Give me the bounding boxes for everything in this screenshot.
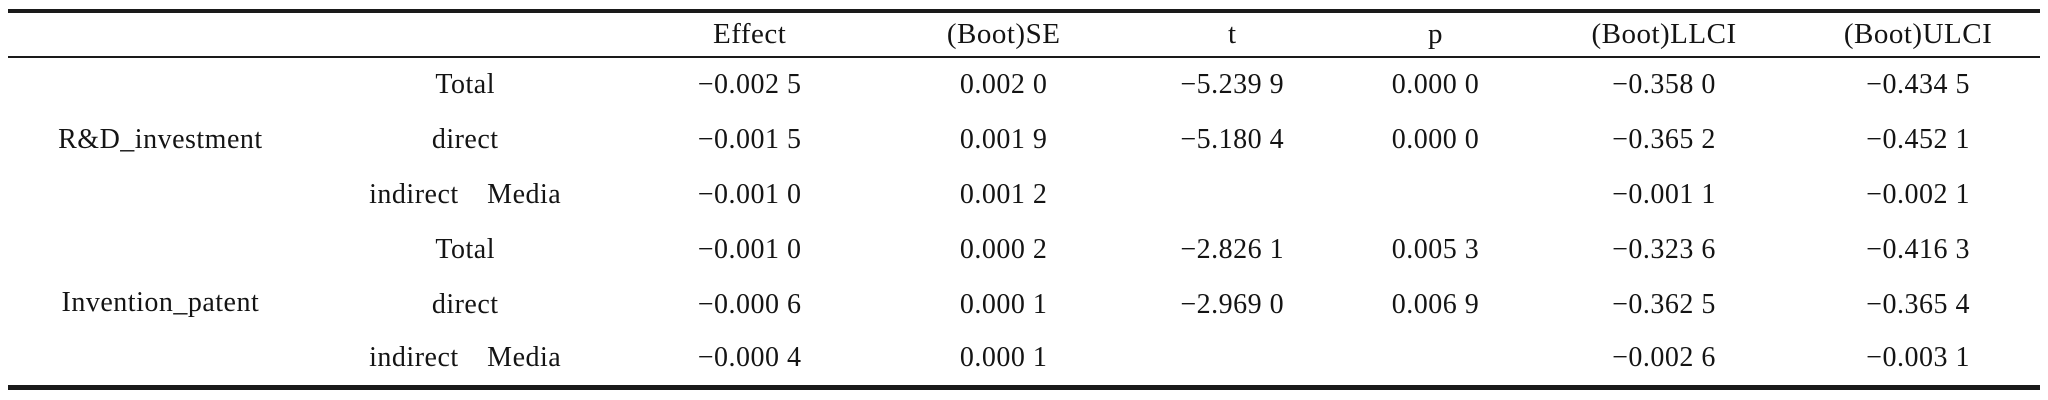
effect-type-cell: Total [435, 233, 496, 265]
group-label-invention-patent: Invention_patent [61, 287, 260, 319]
llci-value-cell: −0.002 6 [1612, 342, 1716, 374]
effect-value-cell: −0.001 0 [697, 233, 802, 265]
header-effect-type-blank [313, 11, 618, 57]
header-boot-ulci: (Boot)ULCI [1843, 18, 1993, 50]
llci-value-cell: −0.001 1 [1612, 178, 1716, 210]
t-value-cell [1126, 332, 1339, 387]
t-value-cell: −5.180 4 [1180, 123, 1285, 155]
se-value-cell: 0.001 2 [959, 178, 1048, 210]
p-value-cell: 0.000 0 [1391, 123, 1480, 155]
ulci-value-cell: −0.003 1 [1866, 342, 1970, 374]
llci-value-cell: −0.365 2 [1612, 123, 1716, 155]
se-value-cell: 0.000 1 [959, 342, 1048, 374]
p-value-cell [1339, 167, 1532, 222]
effect-value-cell: −0.001 5 [697, 123, 802, 155]
header-t: t [1227, 18, 1237, 50]
se-value-cell: 0.000 2 [959, 233, 1048, 265]
table-row-rd-total: R&D_investment Total −0.002 5 0.002 0 −5… [8, 57, 2040, 155]
effect-value-cell: −0.001 0 [697, 178, 802, 210]
header-boot-se: (Boot)SE [946, 18, 1061, 50]
ulci-value-cell: −0.365 4 [1866, 288, 1970, 320]
header-boot-llci: (Boot)LLCI [1591, 18, 1737, 50]
effect-value-cell: −0.000 4 [697, 342, 802, 374]
t-value-cell: −2.826 1 [1180, 233, 1285, 265]
header-p: p [1427, 18, 1443, 50]
p-value-cell: 0.000 0 [1391, 69, 1480, 100]
table-row-patent-total: Invention_patent Total −0.001 0 0.000 2 … [8, 222, 2040, 319]
header-row: Effect (Boot)SE t p (Boot)LLCI (Boot)ULC… [8, 11, 2040, 57]
ulci-value-cell: −0.002 1 [1866, 178, 1970, 210]
t-value-cell: −2.969 0 [1180, 288, 1285, 320]
p-value-cell: 0.005 3 [1391, 233, 1480, 265]
effect-value-cell: −0.000 6 [697, 288, 802, 320]
llci-value-cell: −0.358 0 [1612, 69, 1716, 100]
p-value-cell [1339, 332, 1532, 387]
effect-type-cell: indirect Media [369, 342, 562, 374]
se-value-cell: 0.001 9 [959, 123, 1048, 155]
llci-value-cell: −0.323 6 [1612, 233, 1716, 265]
se-value-cell: 0.002 0 [959, 69, 1048, 100]
group-label-rd-investment: R&D_investment [58, 124, 263, 155]
ulci-value-cell: −0.452 1 [1866, 123, 1970, 155]
t-value-cell [1126, 167, 1339, 222]
se-value-cell: 0.000 1 [959, 288, 1048, 320]
header-variable-blank [8, 11, 313, 57]
table-row-patent-direct: direct −0.000 6 0.000 1 −2.969 0 0.006 9… [8, 277, 2040, 332]
effect-type-cell: direct [431, 288, 499, 320]
table-row-rd-direct: direct −0.001 5 0.001 9 −5.180 4 0.000 0… [8, 112, 2040, 167]
table-row-patent-indirect: indirect Media −0.000 4 0.000 1 −0.002 6… [8, 332, 2040, 387]
effect-type-cell: direct [431, 123, 499, 155]
t-value-cell: −5.239 9 [1180, 69, 1285, 100]
effect-type-cell: indirect Media [369, 178, 562, 210]
header-effect: Effect [713, 18, 787, 50]
mediation-results-table: Effect (Boot)SE t p (Boot)LLCI (Boot)ULC… [8, 9, 2040, 390]
p-value-cell: 0.006 9 [1391, 288, 1480, 320]
ulci-value-cell: −0.434 5 [1866, 69, 1970, 100]
llci-value-cell: −0.362 5 [1612, 288, 1716, 320]
table-row-rd-indirect: indirect Media −0.001 0 0.001 2 −0.001 1… [8, 167, 2040, 222]
ulci-value-cell: −0.416 3 [1866, 233, 1970, 265]
effect-type-cell: Total [435, 69, 496, 100]
effect-value-cell: −0.002 5 [697, 69, 802, 100]
